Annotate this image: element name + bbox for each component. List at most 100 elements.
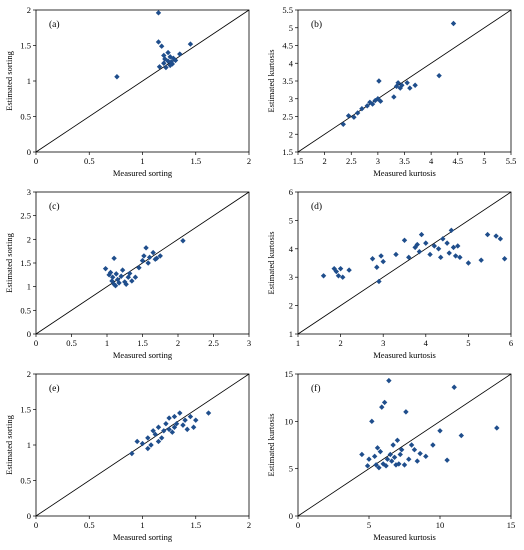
data-point [369, 418, 375, 425]
plot-frame [297, 191, 512, 335]
x-tick-label: 1.5 [293, 156, 304, 166]
y-tick-label: 0 [289, 511, 293, 521]
data-point [180, 422, 186, 428]
data-point [337, 265, 344, 272]
x-tick-label: 2 [176, 338, 180, 348]
data-point [390, 442, 396, 448]
data-point [458, 432, 464, 439]
x-tick-label: 5 [482, 156, 486, 166]
y-tick-label: 3.5 [282, 76, 293, 86]
data-point [190, 424, 197, 430]
y-tick-label: 1.5 [20, 405, 31, 415]
panel-label: (b) [311, 19, 322, 30]
data-point [163, 64, 169, 71]
data-point [180, 238, 186, 244]
data-point [109, 278, 115, 284]
data-point [127, 270, 133, 277]
data-point [148, 442, 154, 448]
data-point [383, 463, 389, 469]
x-tick-label: 0.5 [84, 156, 95, 166]
x-tick-label: 3 [247, 338, 251, 348]
data-point [406, 456, 412, 462]
data-point [112, 283, 119, 289]
data-point [171, 413, 178, 420]
data-point [377, 98, 384, 104]
data-point [150, 428, 156, 434]
panel-label: (d) [311, 201, 322, 212]
data-point [386, 377, 392, 384]
data-point [374, 445, 381, 451]
data-point [359, 105, 365, 112]
data-point [406, 254, 412, 261]
y-tick-label: 0 [27, 511, 31, 521]
data-point [430, 442, 436, 448]
data-point [484, 231, 491, 238]
data-point [145, 260, 151, 266]
y-axis-label: Estimated kurtosis [266, 231, 276, 294]
y-tick-label: 5 [289, 215, 293, 225]
y-axis-label: Estimated sorting [4, 50, 14, 110]
y-tick-label: 0.5 [20, 305, 31, 315]
data-point [387, 451, 393, 458]
data-point [435, 246, 442, 252]
data-point [158, 43, 165, 49]
data-point [150, 249, 156, 256]
data-point [450, 20, 457, 27]
x-tick-label: 1.5 [190, 156, 201, 166]
reference-line [297, 9, 512, 153]
data-point [478, 257, 484, 263]
data-point [373, 462, 379, 468]
data-point [346, 267, 352, 273]
chart-panel-5: 0 0.5 1 1.5 2 0 0.5 1 1.5 2 Measured sorting Estima… [4, 369, 251, 542]
data-point [414, 458, 420, 464]
chart-panel-2: 1.5 2 2.5 3 3.5 4 4.5 5 5.5 1.5 2 2.5 3 3.5 4 4.5 5 5.5 Me… [266, 5, 516, 178]
data-point [193, 417, 199, 423]
data-point [378, 253, 384, 259]
data-point [161, 428, 167, 434]
data-point [155, 438, 162, 445]
data-point [111, 281, 117, 287]
data-point [371, 453, 378, 460]
data-point [391, 454, 398, 461]
data-point [384, 456, 391, 462]
data-point [166, 415, 172, 421]
data-point [146, 254, 153, 261]
data-point [156, 64, 163, 70]
data-point [391, 94, 397, 100]
data-point [170, 55, 177, 61]
reference-line [297, 373, 512, 517]
data-point [155, 39, 162, 45]
plot-frame [297, 373, 512, 517]
x-tick-label: 4 [429, 156, 434, 166]
data-point [369, 256, 376, 262]
x-tick-label: 0 [34, 520, 38, 530]
y-tick-label: 1 [27, 282, 31, 292]
data-point [394, 437, 401, 443]
data-point [184, 426, 190, 433]
data-point [139, 257, 146, 264]
x-tick-label: 2 [247, 156, 251, 166]
data-point [354, 110, 361, 116]
data-point [163, 421, 169, 427]
data-point [129, 450, 135, 457]
y-tick-label: 5 [289, 23, 293, 33]
data-point [107, 269, 114, 276]
data-point [320, 273, 327, 279]
data-point [451, 384, 457, 390]
data-point [173, 421, 180, 427]
data-point [171, 424, 178, 430]
x-tick-label: 1 [140, 520, 144, 530]
data-point [493, 233, 499, 239]
data-point [374, 264, 380, 270]
y-tick-label: 1 [27, 440, 31, 450]
data-point [412, 82, 418, 88]
data-point [145, 435, 151, 441]
data-point [158, 435, 165, 441]
data-point [377, 448, 384, 455]
y-tick-label: 4 [289, 58, 294, 68]
data-point [177, 410, 183, 416]
data-point [359, 451, 365, 458]
x-tick-label: 1 [105, 338, 109, 348]
data-point [106, 272, 112, 278]
y-tick-label: 15 [285, 369, 294, 379]
